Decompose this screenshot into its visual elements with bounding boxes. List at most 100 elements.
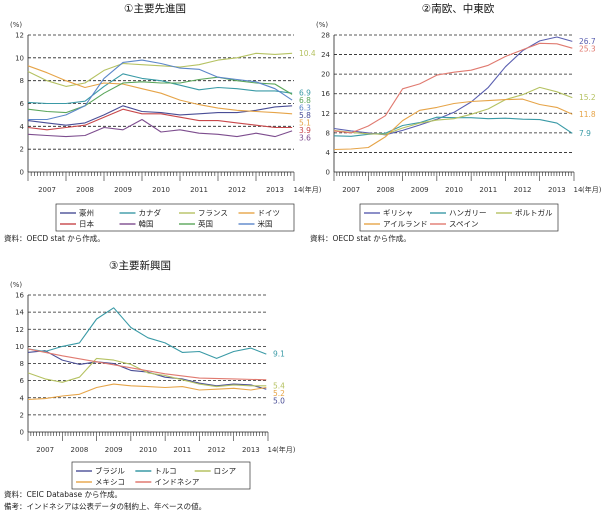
legend-label: 日本: [79, 219, 94, 229]
x-tick-label: 2010: [139, 446, 157, 454]
y-tick-label: 14: [15, 309, 24, 317]
series-end-label: 10.4: [299, 49, 316, 58]
y-tick-label: 0: [20, 169, 24, 177]
y-tick-label: 0: [20, 429, 24, 437]
x-axis-unit: (年月): [582, 185, 602, 194]
series-end-label: 5.4: [273, 381, 285, 390]
series-line: [333, 98, 573, 151]
series-line: [27, 76, 293, 114]
x-axis-unit: (年月): [302, 185, 322, 194]
x-tick-label: 2012: [208, 446, 226, 454]
series-end-label: 11.8: [579, 110, 596, 119]
x-tick-label: 2007: [342, 186, 360, 194]
chart-title: ①主要先進国: [124, 3, 186, 15]
x-tick-label: 2013: [266, 186, 284, 194]
y-tick-label: 8: [20, 360, 24, 368]
legend-label: ギリシャ: [383, 209, 413, 218]
y-tick-label: 20: [321, 71, 330, 79]
x-tick-label: 2007: [36, 446, 54, 454]
series-line: [27, 350, 267, 390]
legend-label: ハンガリー: [449, 208, 487, 218]
legend-label: ブラジル: [95, 466, 125, 476]
chart1-source-note: 資料：OECD stat から作成。: [4, 233, 105, 243]
y-axis-unit: (%): [10, 21, 22, 29]
series-end-label: 3.9: [299, 126, 311, 135]
x-axis-unit: (年月): [276, 445, 296, 454]
x-tick-label: 2007: [38, 186, 56, 194]
legend-label: 韓国: [139, 219, 154, 229]
series-line: [27, 118, 293, 138]
x-tick-label: 2011: [190, 186, 208, 194]
chart2-source-note: 資料：OECD stat から作成。: [310, 233, 411, 243]
chart-major-emerging-economies: ③主要新興国 (%) (年月) 0 2 4 6 8 10 12 14 16 2007 2008 2009 20…: [10, 259, 296, 490]
chart3-remark-note: 備考：インドネシアは公表データの制約上、年ベースの値。: [4, 501, 206, 511]
series-end-label: 25.3: [579, 44, 596, 53]
x-tick-label: 2010: [445, 186, 463, 194]
y-tick-label: 24: [321, 51, 330, 59]
y-tick-label: 28: [321, 32, 330, 40]
series-end-label: 6.3: [299, 104, 311, 113]
x-tick-label: 2009: [105, 446, 123, 454]
x-tick-label: 2013: [242, 446, 260, 454]
legend-label: ロシア: [214, 467, 237, 476]
x-tick-label: 2009: [411, 186, 429, 194]
series-end-label: 5.8: [299, 111, 311, 120]
chart-title: ③主要新興国: [109, 259, 171, 272]
chart3-source-note: 資料：CEIC Database から作成。: [4, 489, 122, 499]
x-tick-label: 14: [294, 186, 303, 194]
y-tick-label: 10: [15, 54, 24, 62]
series-end-label: 6.9: [299, 89, 311, 98]
x-tick-label: 2013: [548, 186, 566, 194]
y-tick-label: 12: [321, 110, 330, 118]
series-line: [27, 52, 293, 87]
series-end-label: 26.7: [579, 37, 596, 46]
x-tick-label: 2011: [479, 186, 497, 194]
x-tick-label: 2009: [114, 186, 132, 194]
x-tick-label: 2010: [152, 186, 170, 194]
series-line: [27, 348, 267, 381]
series-end-label: 5.2: [273, 389, 285, 398]
legend-label: ドイツ: [258, 209, 281, 218]
y-tick-label: 8: [326, 129, 330, 137]
series-line: [333, 42, 573, 134]
y-tick-label: 2: [20, 411, 24, 419]
chart-southern-central-eastern-europe: ②南欧、中東欧 (%) (年月) 0 4 8 12 16 20 24 28 2007 2008 2009 2…: [316, 2, 602, 232]
y-tick-label: 6: [20, 100, 25, 108]
series-end-label: 3.6: [299, 134, 311, 143]
legend-label: トルコ: [154, 467, 176, 476]
legend-label: スペイン: [449, 220, 478, 229]
series-end-label: 15.2: [579, 93, 596, 102]
legend-label: 米国: [258, 219, 273, 229]
y-tick-label: 4: [326, 149, 331, 157]
series-line: [27, 383, 267, 401]
y-tick-label: 10: [15, 343, 24, 351]
series-end-label: 5.0: [273, 396, 285, 405]
series-line: [28, 59, 293, 121]
y-axis-unit: (%): [10, 281, 22, 289]
legend-label: インドネシア: [154, 478, 199, 487]
y-tick-label: 0: [326, 169, 330, 177]
series-line: [27, 307, 267, 359]
series-line: [27, 357, 267, 388]
legend-label: カナダ: [139, 208, 162, 218]
y-tick-label: 2: [20, 146, 24, 154]
y-tick-label: 12: [15, 32, 24, 40]
x-tick-label: 2011: [173, 446, 191, 454]
y-axis-unit: (%): [316, 21, 328, 29]
legend-box: [359, 203, 559, 232]
x-tick-label: 14: [574, 186, 583, 194]
legend-label: メキシコ: [95, 478, 125, 487]
series-end-label: 5.1: [299, 119, 311, 128]
series-line: [333, 36, 573, 136]
series-line: [27, 108, 293, 131]
legend-label: 英国: [198, 219, 213, 229]
series-line: [27, 65, 293, 115]
legend-label: ポルトガル: [515, 208, 553, 218]
y-tick-label: 4: [20, 123, 25, 131]
y-tick-label: 6: [20, 377, 25, 385]
legend-label: アイルランド: [383, 220, 428, 229]
legend-label: 豪州: [79, 208, 94, 218]
x-tick-label: 14: [268, 446, 277, 454]
y-tick-label: 12: [15, 326, 24, 334]
